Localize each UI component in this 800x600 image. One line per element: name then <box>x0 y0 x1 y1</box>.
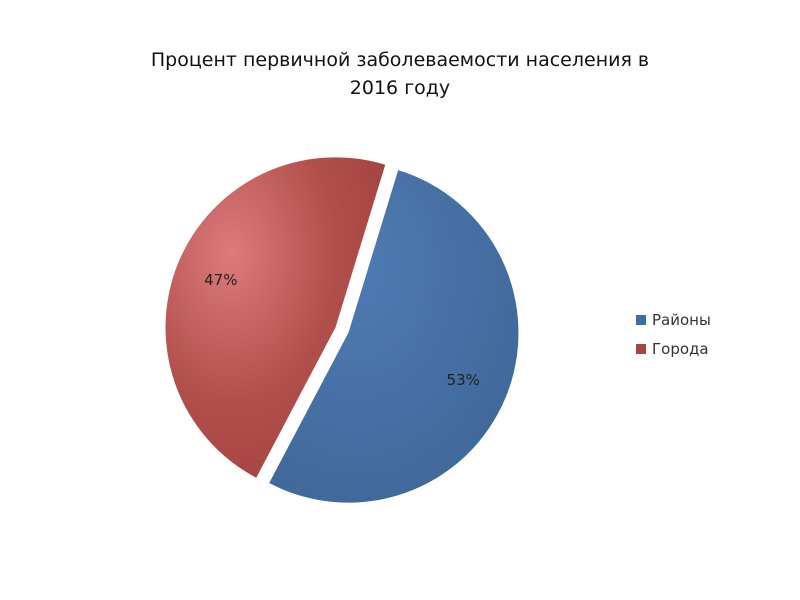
pie-slice-rayony <box>269 170 519 503</box>
pie-slice-goroda <box>165 157 386 478</box>
legend: Районы Города <box>636 305 711 363</box>
data-label-rayony: 53% <box>447 371 480 389</box>
data-label-goroda: 47% <box>204 271 237 289</box>
legend-swatch-rayony <box>636 314 646 325</box>
legend-item-rayony: Районы <box>636 305 711 334</box>
legend-item-goroda: Города <box>636 334 711 363</box>
legend-label-goroda: Города <box>652 339 709 358</box>
chart-title-line-1: Процент первичной заболеваемости населен… <box>150 49 650 71</box>
chart-title-line-2: 2016 году <box>349 77 451 99</box>
chart-title: Процент первичной заболеваемости населен… <box>0 46 800 102</box>
legend-swatch-goroda <box>636 343 646 354</box>
legend-label-rayony: Районы <box>652 310 711 329</box>
